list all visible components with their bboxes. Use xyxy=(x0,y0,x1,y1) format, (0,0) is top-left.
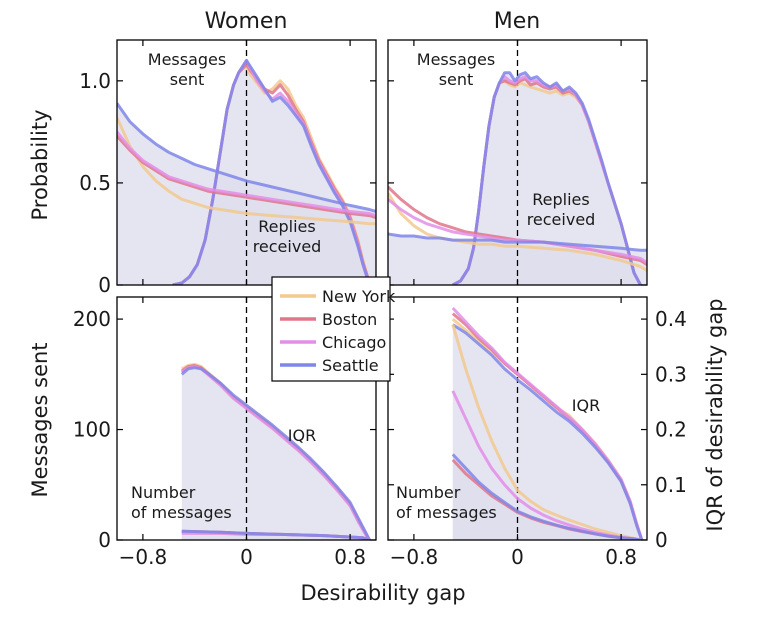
y-tick-label: 0 xyxy=(98,528,111,552)
annotation: Number of messages xyxy=(131,483,232,522)
series-line-IQR-seattle xyxy=(451,323,644,540)
y-tick-label: 0.2 xyxy=(655,418,687,442)
y-axis-label-probability: Probability xyxy=(28,109,52,220)
fill-sent xyxy=(452,72,641,285)
series-line-replies-boston xyxy=(117,134,376,220)
x-tick-label: −0.8 xyxy=(119,545,168,569)
legend-label: Boston xyxy=(322,310,377,329)
x-tick-label: 0.8 xyxy=(334,545,366,569)
series-line-replies-new-york xyxy=(117,116,376,226)
annotation: Number of messages xyxy=(396,483,497,522)
y-tick-label: 0.3 xyxy=(655,362,687,386)
men-messages-panel: −0.8 0 0.8 0 0.1 0.2 0.3 0.4 IQR Number of message… xyxy=(387,296,687,569)
series-line-count-seattle xyxy=(451,453,641,540)
women-title: Women xyxy=(205,9,288,34)
x-axis-label: Desirability gap xyxy=(300,581,465,605)
legend-label: New York xyxy=(322,287,396,306)
annotation: Replies received xyxy=(527,190,596,229)
legend-label: Seattle xyxy=(322,356,379,375)
series-line-IQR-seattle xyxy=(180,366,371,540)
annotation: Messages sent xyxy=(148,50,226,89)
y-tick-label: 0 xyxy=(98,273,111,297)
x-tick-label: 0.8 xyxy=(605,545,637,569)
series-line-sent-seattle xyxy=(172,58,373,285)
men-title: Men xyxy=(494,9,540,34)
annotation: Replies received xyxy=(253,217,322,256)
annotation: Messages sent xyxy=(417,50,495,89)
x-tick-label: −0.8 xyxy=(390,545,439,569)
x-tick-label: 0 xyxy=(511,545,524,569)
series-line-replies-new-york xyxy=(388,192,647,272)
series-line-replies-seattle xyxy=(388,232,647,252)
series-line-replies-chicago xyxy=(388,198,647,264)
y-tick-label: 200 xyxy=(73,307,111,331)
y-axis-label-iqr: IQR of desirability gap xyxy=(703,298,727,531)
women-probability-panel: 0 0.5 1.0 Messages sent Replies received xyxy=(79,39,377,297)
series-line-sent-seattle xyxy=(452,71,642,285)
fill-IQR xyxy=(181,367,370,540)
annotation: IQR xyxy=(572,396,600,415)
y-tick-label: 0.1 xyxy=(655,473,687,497)
y-tick-label: 0.5 xyxy=(79,171,111,195)
fill-IQR xyxy=(452,324,642,540)
x-tick-label: 0 xyxy=(240,545,253,569)
y-tick-label: 100 xyxy=(73,418,111,442)
y-tick-label: 0 xyxy=(655,528,668,552)
legend: New York Boston Chicago Seattle xyxy=(271,276,396,382)
series-line-replies-chicago xyxy=(117,130,376,218)
men-probability-panel: Messages sent Replies received xyxy=(387,39,648,286)
series-line-replies-seattle xyxy=(117,102,376,213)
series-line-count-new-york xyxy=(451,324,641,540)
fill-count xyxy=(452,454,641,540)
legend-label: Chicago xyxy=(322,333,386,352)
women-messages-panel: −0.8 0 0.8 0 100 200 IQR Number of messages xyxy=(73,296,377,569)
y-axis-label-messages: Messages sent xyxy=(28,342,52,497)
annotation: IQR xyxy=(288,426,316,445)
y-tick-label: 0.4 xyxy=(655,307,687,331)
y-tick-label: 1.0 xyxy=(79,69,111,93)
series-line-count-seattle xyxy=(181,529,370,540)
